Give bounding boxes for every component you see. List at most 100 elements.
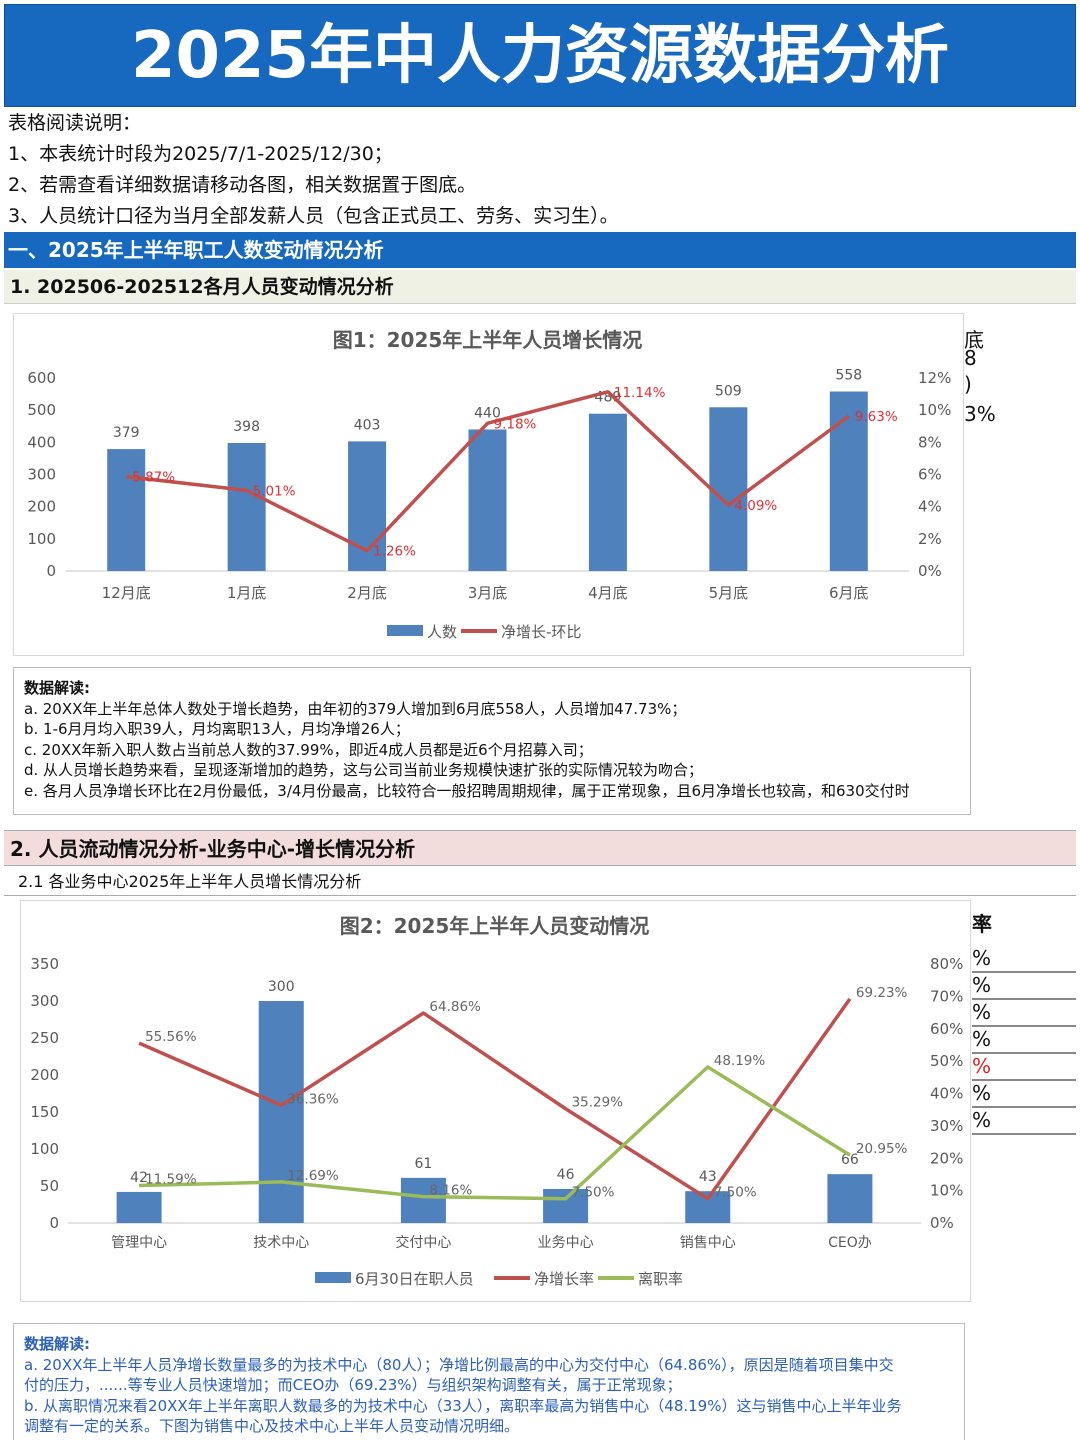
x-tick-label: 交付中心 [395, 1234, 451, 1251]
y-right-tick: 8% [918, 433, 942, 451]
line-data-label: 69.23% [856, 985, 908, 1001]
subsection-heading-1: 1. 202506-202512各月人员变动情况分析 [4, 270, 1076, 304]
bar-data-label: 440 [474, 405, 501, 421]
y-right-tick: 60% [930, 1020, 963, 1038]
x-tick-label: 5月底 [709, 584, 749, 602]
y-right-tick: 6% [918, 466, 942, 484]
series-line [139, 1065, 851, 1201]
line-data-label: 55.56% [145, 1029, 197, 1045]
bar-data-label: 42 [130, 1170, 148, 1186]
y-left-tick: 250 [30, 1029, 59, 1047]
y-left-tick: 100 [30, 1140, 59, 1158]
bar-data-label: 300 [268, 979, 295, 995]
line-data-label: 9.63% [855, 409, 898, 425]
y-right-tick: 40% [930, 1085, 963, 1103]
cell-fragment: % [972, 1081, 1076, 1108]
interp-line: b. 1-6月月均入职39人，月均离职13人，月均净增26人； [24, 720, 410, 738]
bar-data-label: 46 [557, 1167, 575, 1183]
chart-1[interactable]: 图1：2025年上半年人员增长情况 0 100 200 300 400 500 600 0% 2%… [13, 313, 964, 656]
legend-label: 6月30日在职人员 [355, 1270, 474, 1288]
data-interpretation-1: 数据解读: a. 20XX年上半年总体人数处于增长趋势，由年初的379人增加到6… [13, 667, 971, 815]
cell-fragment: % [972, 1108, 1076, 1135]
section-heading-1: 一、2025年上半年职工人数变动情况分析 [4, 232, 1076, 268]
bar-data-label: 558 [835, 368, 862, 384]
cell-fragment: 率 [972, 912, 992, 936]
note-line: 2、若需查看详细数据请移动各图，相关数据置于图底。 [8, 174, 477, 196]
note-line: 3、人员统计口径为当月全部发薪人员（包含正式员工、劳务、实习生）。 [8, 205, 619, 227]
line-data-label: 48.19% [714, 1053, 766, 1069]
interp-line: d. 从人员增长趋势来看，呈现逐渐增加的趋势，这与公司当前业务规模快速扩张的实际… [24, 761, 704, 779]
x-tick-label: 12月底 [102, 584, 151, 602]
side-table-fragment: 率 % % % % % % % [972, 908, 1076, 1135]
line-data-label: 12.69% [287, 1168, 339, 1184]
y-left-tick: 150 [30, 1103, 59, 1121]
section-heading-2: 2. 人员流动情况分析-业务中心-增长情况分析 [4, 830, 1076, 866]
y-left-tick: 200 [30, 1066, 59, 1084]
line-data-label: 7.50% [714, 1185, 757, 1201]
series-line [126, 390, 850, 553]
cell-fragment: 8 [964, 346, 977, 370]
line-data-label: 7.50% [572, 1185, 615, 1201]
line-data-label: 5.01% [253, 483, 296, 499]
y-left-tick: 500 [27, 401, 56, 419]
bar-data-label: 379 [113, 425, 140, 441]
interp-title: 数据解读: [24, 679, 90, 697]
interp-line: 付的压力，......等专业人员快速增加；而CEO办（69.23%）与组织架构调… [24, 1376, 682, 1394]
y-left-tick: 400 [27, 433, 56, 451]
interp-line: a. 20XX年上半年总体人数处于增长趋势，由年初的379人增加到6月底558人… [24, 699, 687, 718]
legend-label: 净增长-环比 [501, 623, 581, 641]
bar [116, 1191, 162, 1223]
cell-fragment: 底 [964, 328, 984, 352]
line-data-label: 11.59% [145, 1171, 197, 1187]
x-tick-label: 销售中心 [680, 1235, 736, 1251]
interp-line: c. 20XX年新入职人数占当前总人数的37.99%，即近4成人员都是近6个月招… [24, 740, 593, 759]
cell-fragment: % [972, 946, 1076, 973]
y-right-tick: 70% [930, 987, 963, 1005]
y-right-tick: 0% [930, 1214, 954, 1232]
reading-notes: 表格阅读说明： 1、本表统计时段为2025/7/1-2025/12/30； 2、… [4, 108, 1076, 232]
y-right-tick: 80% [930, 955, 963, 973]
y-right-tick: 20% [930, 1149, 963, 1167]
legend-label: 离职率 [638, 1270, 683, 1288]
line-data-label: 36.36% [287, 1091, 339, 1107]
y-left-tick: 0 [49, 1214, 59, 1232]
x-tick-label: 3月底 [468, 584, 508, 602]
bar-data-label: 403 [354, 417, 381, 433]
bar-data-label: 61 [415, 1156, 433, 1172]
y-left-tick: 350 [30, 955, 59, 973]
bar [827, 1174, 873, 1223]
interp-title: 数据解读: [24, 1335, 90, 1353]
y-left-tick: 50 [40, 1177, 59, 1195]
line-data-label: 9.18% [494, 416, 537, 432]
y-left-tick: 300 [30, 992, 59, 1010]
cell-fragment: ) [964, 372, 972, 396]
bar [709, 407, 748, 571]
bar [227, 442, 266, 571]
chart-title: 图2：2025年上半年人员变动情况 [340, 914, 650, 938]
y-right-tick: 0% [918, 562, 942, 580]
chart-2-svg: 图2：2025年上半年人员变动情况 0 50 100 150 200 250 300 350 0%… [30, 914, 963, 1288]
line-data-label: 5.87% [132, 470, 175, 486]
y-right-tick: 2% [918, 530, 942, 548]
bar-data-label: 66 [841, 1152, 859, 1168]
line-data-label: 35.29% [572, 1095, 624, 1111]
y-left-tick: 200 [27, 498, 56, 516]
chart-2[interactable]: 图2：2025年上半年人员变动情况 0 50 100 150 200 250 300 350 0%… [20, 900, 971, 1302]
y-right-tick: 10% [930, 1182, 963, 1200]
x-tick-label: 4月底 [588, 584, 628, 602]
interp-line: e. 各月人员净增长环比在2月份最低，3/4月份最高，比较符合一般招聘周期规律，… [24, 781, 910, 800]
note-line: 1、本表统计时段为2025/7/1-2025/12/30； [8, 143, 393, 165]
bar [468, 429, 507, 571]
bar [258, 1001, 304, 1223]
y-right-tick: 4% [918, 498, 942, 516]
bar-data-label: 398 [233, 419, 260, 435]
cell-fragment: % [972, 973, 1076, 1000]
y-left-tick: 600 [27, 369, 56, 387]
line-data-label: 1.26% [373, 544, 416, 560]
x-tick-label: 技术中心 [253, 1235, 309, 1251]
page-title: 2025年中人力资源数据分析 [4, 4, 1076, 107]
x-tick-label: 2月底 [347, 584, 387, 602]
chart-title: 图1：2025年上半年人员增长情况 [333, 328, 643, 352]
bar-data-label: 509 [715, 383, 742, 399]
y-right-tick: 12% [918, 369, 951, 387]
